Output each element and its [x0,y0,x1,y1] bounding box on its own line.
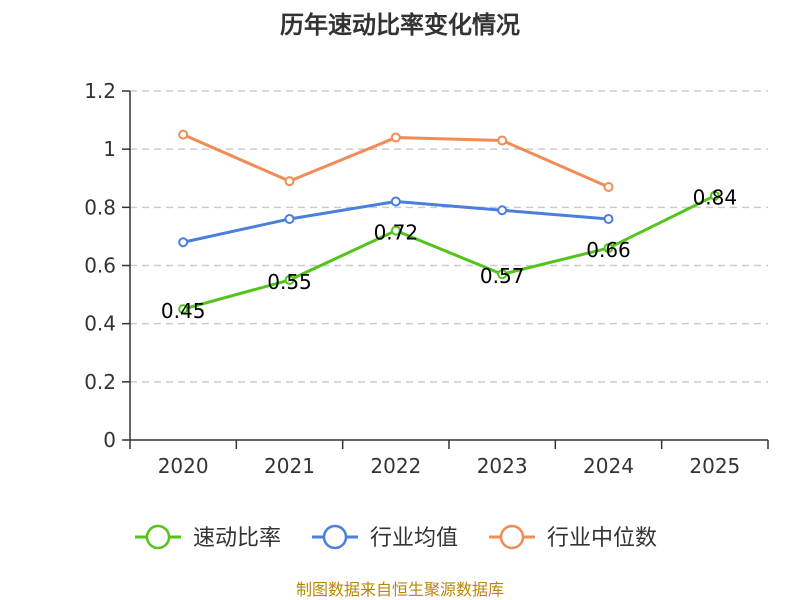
data-label-2022: 0.72 [374,221,419,245]
source-note: 制图数据来自恒生聚源数据库 [296,580,504,599]
legend[interactable]: 速动比率 行业均值 行业中位数 [135,524,657,551]
series-0-point-2021[interactable] [284,275,295,286]
series-1-point-2024[interactable] [603,213,614,224]
x-tick-label-2024: 2024 [583,454,634,478]
series-1 [178,196,614,248]
legend-item-2[interactable]: 行业中位数 [489,524,657,551]
series-2-point-2022[interactable] [390,132,401,143]
series-2-point-2024[interactable] [603,181,614,192]
legend-marker-0 [145,524,171,550]
legend-label-1: 行业均值 [370,526,458,551]
series-2-point-2021[interactable] [284,176,295,187]
y-tick-label-2: 0.4 [84,312,116,336]
series-1-point-2020[interactable] [178,237,189,248]
series-0-point-2020[interactable] [178,304,189,315]
series-2 [178,129,614,192]
series-line-0 [182,194,716,311]
data-label-2025: 0.84 [693,186,738,210]
data-label-2020: 0.45 [161,299,206,323]
y-tick-label-5: 1 [103,137,116,161]
x-tick-label-2022: 2022 [370,454,421,478]
legend-item-0[interactable]: 速动比率 [135,524,281,551]
grid [130,90,768,383]
series-0-point-2024[interactable] [603,243,614,254]
series-0-point-2025[interactable] [709,190,720,201]
y-tick-label-3: 0.6 [84,254,116,278]
axes: 0 0.2 0.4 0.6 0.8 1 1.2 2020 2021 2022 2023 2024 202… [84,79,769,478]
series-0-point-2022[interactable] [390,225,401,236]
series-0-point-2023[interactable] [497,269,508,280]
x-tick-label-2021: 2021 [264,454,315,478]
series-1-point-2023[interactable] [497,205,508,216]
series-0 [178,190,720,315]
series-2-point-2023[interactable] [497,135,508,146]
data-labels: 0.45 0.55 0.72 0.57 0.66 0.84 [161,186,737,323]
legend-label-0: 速动比率 [193,526,281,551]
y-tick-label-6: 1.2 [84,79,116,103]
y-tick-label-1: 0.2 [84,370,116,394]
series-2-point-2020[interactable] [178,129,189,140]
data-label-2021: 0.55 [267,270,312,294]
legend-item-1[interactable]: 行业均值 [312,524,458,551]
chart-title: 历年速动比率变化情况 [280,11,520,39]
series [178,129,720,315]
x-tick-label-2025: 2025 [689,454,740,478]
x-tick-label-2020: 2020 [158,454,209,478]
legend-marker-2 [499,524,525,550]
data-label-2023: 0.57 [480,264,525,288]
y-tick-label-0: 0 [103,428,116,452]
y-tick-label-4: 0.8 [84,195,116,219]
series-1-point-2022[interactable] [390,196,401,207]
data-label-2024: 0.66 [586,238,631,262]
legend-label-2: 行业中位数 [547,526,657,551]
series-1-point-2021[interactable] [284,213,295,224]
legend-marker-1 [322,524,348,550]
x-tick-label-2023: 2023 [477,454,528,478]
